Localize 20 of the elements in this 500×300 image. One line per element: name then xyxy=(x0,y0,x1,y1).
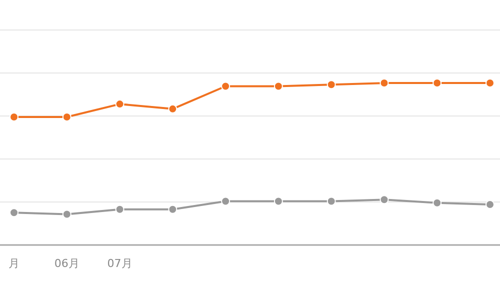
point xyxy=(115,204,124,214)
point xyxy=(486,78,494,88)
point xyxy=(432,78,442,88)
point xyxy=(221,196,230,206)
point xyxy=(432,198,442,208)
point xyxy=(380,195,389,204)
point xyxy=(62,210,72,219)
x-tick-label: 07月 xyxy=(107,257,132,270)
point xyxy=(274,196,283,206)
x-tick-label: 06月 xyxy=(54,257,80,270)
point xyxy=(380,78,389,88)
point xyxy=(221,82,230,91)
x-tick-label: 月 xyxy=(8,257,20,270)
point xyxy=(486,200,494,209)
point xyxy=(168,204,178,214)
point xyxy=(326,196,336,206)
point xyxy=(10,208,18,218)
point xyxy=(274,82,283,91)
point xyxy=(168,104,178,114)
point xyxy=(326,80,336,90)
